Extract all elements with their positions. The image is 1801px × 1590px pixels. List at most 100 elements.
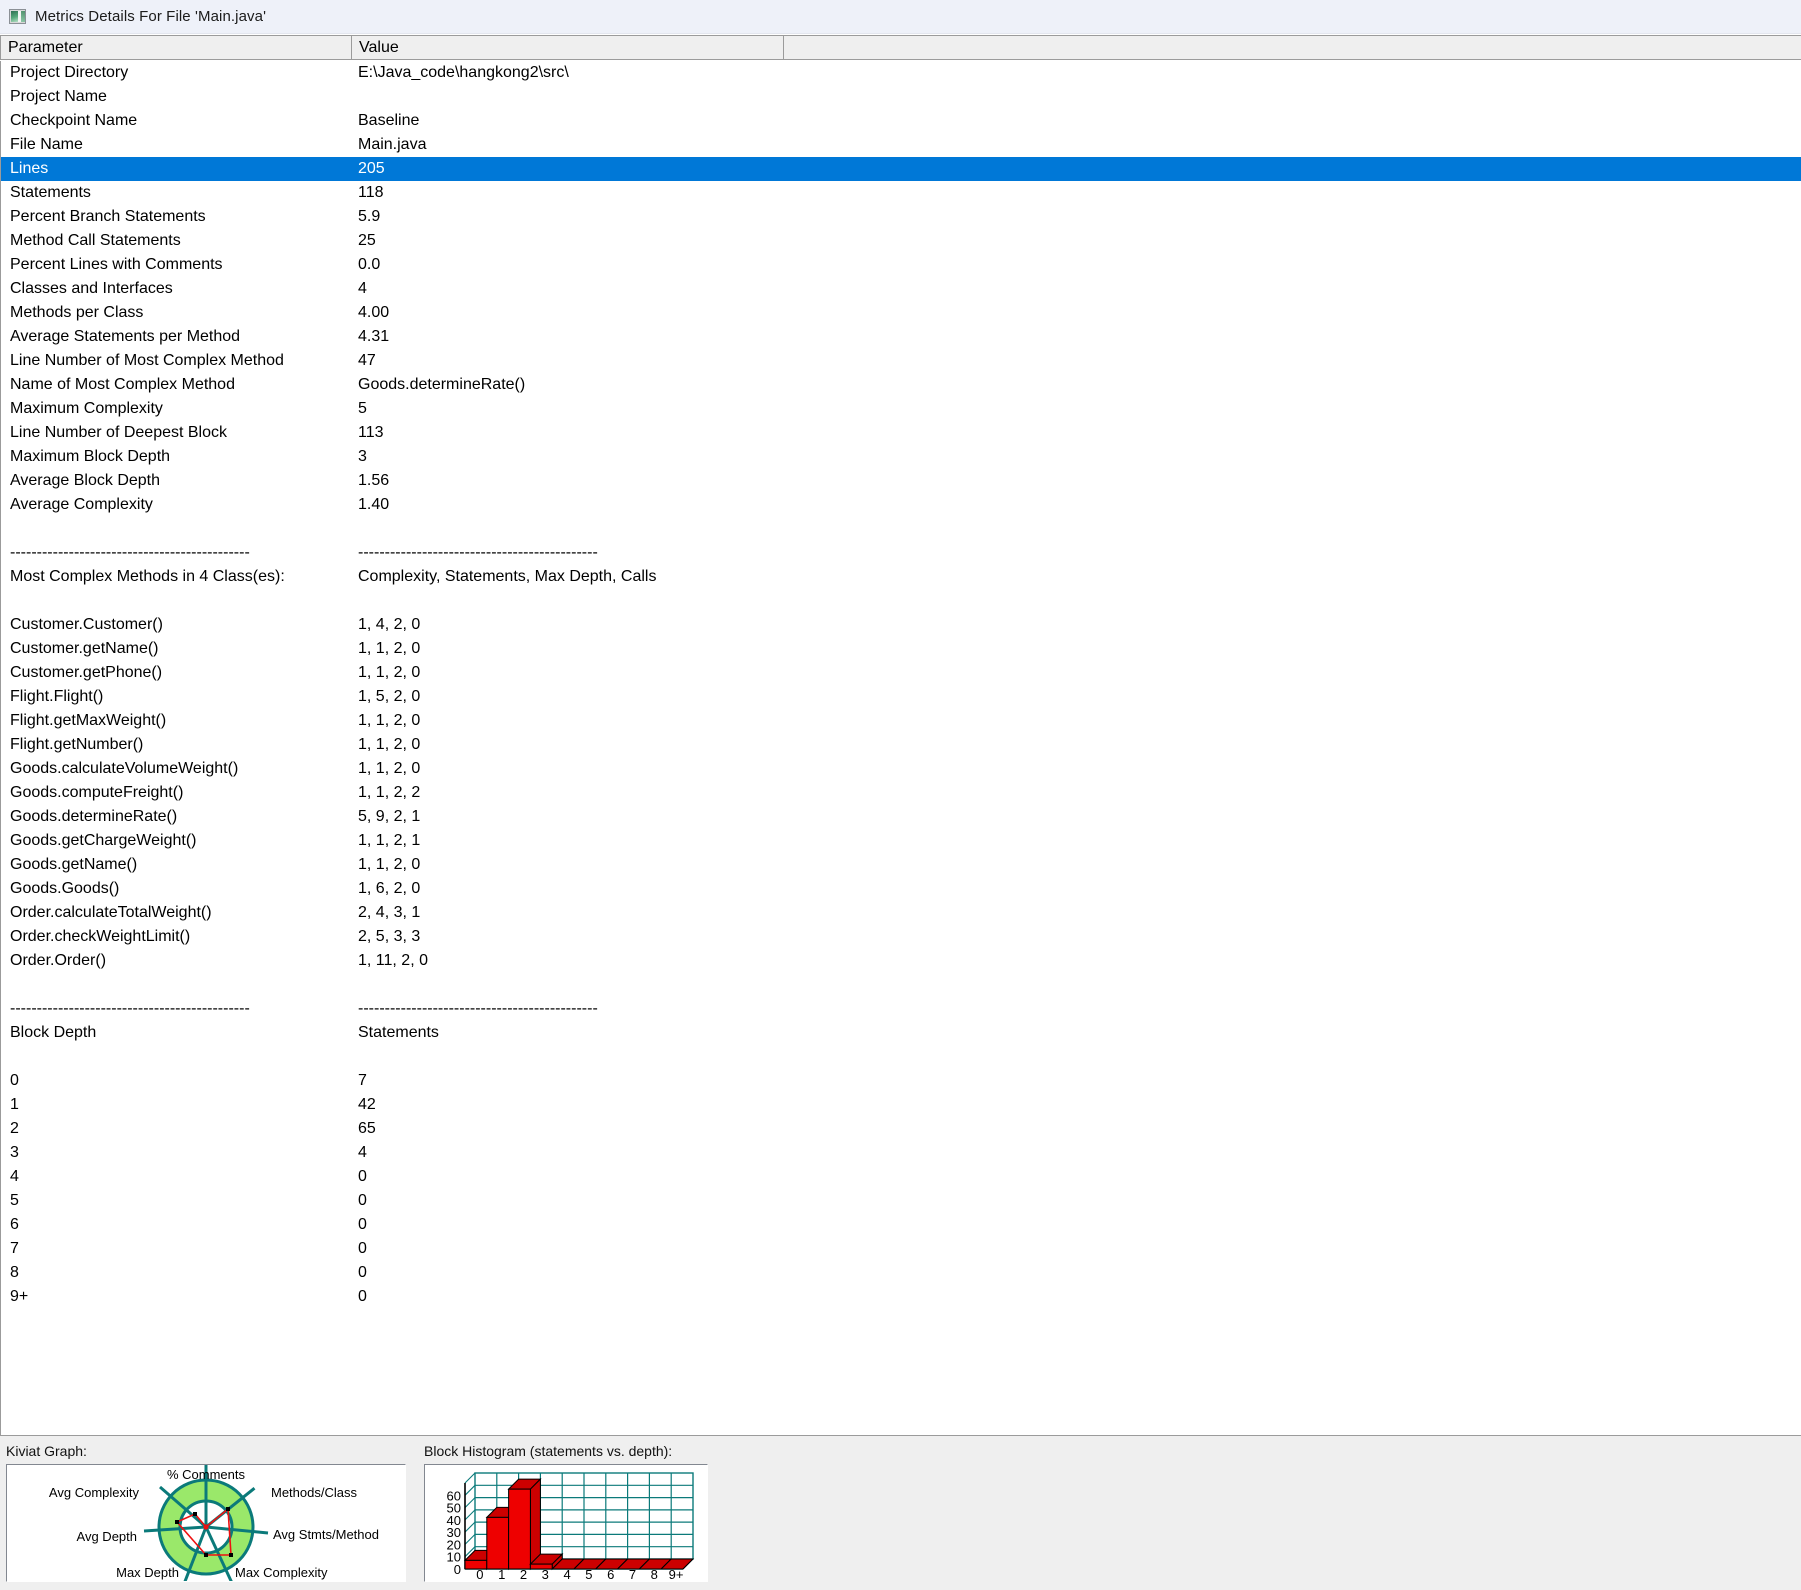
histogram-bar — [508, 1488, 531, 1570]
table-row[interactable]: Average Statements per Method 4.31 — [1, 325, 1801, 349]
row-parameter: Lines — [10, 160, 49, 177]
kiviat-axis-label-4: Max Depth — [116, 1565, 179, 1580]
histogram-y-tick: 50 — [447, 1501, 461, 1516]
table-row[interactable]: Goods.Goods() 1, 6, 2, 0 — [1, 877, 1801, 901]
table-row[interactable]: 2 65 — [1, 1117, 1801, 1141]
row-value: 25 — [358, 232, 376, 249]
table-row[interactable]: Order.Order() 1, 11, 2, 0 — [1, 949, 1801, 973]
table-row[interactable] — [1, 589, 1801, 613]
table-row[interactable]: Project Directory E:\Java_code\hangkong2\… — [1, 61, 1801, 85]
row-value: Statements — [358, 1024, 439, 1041]
table-row[interactable]: Order.checkWeightLimit() 2, 5, 3, 3 — [1, 925, 1801, 949]
row-value: 1, 5, 2, 0 — [358, 688, 421, 705]
metrics-list[interactable]: Parameter Value Project Directory E:\Java… — [0, 35, 1801, 1435]
row-parameter: Methods per Class — [10, 304, 144, 321]
column-header-parameter[interactable]: Parameter — [0, 36, 352, 59]
row-value: Baseline — [358, 112, 420, 129]
row-parameter: Customer.Customer() — [10, 616, 163, 633]
table-row[interactable]: Average Block Depth 1.56 — [1, 469, 1801, 493]
table-row[interactable]: Maximum Complexity 5 — [1, 397, 1801, 421]
table-row[interactable]: 9+ 0 — [1, 1285, 1801, 1309]
row-value: 1, 1, 2, 0 — [358, 856, 421, 873]
table-row[interactable]: Average Complexity 1.40 — [1, 493, 1801, 517]
table-row[interactable]: Lines 205 — [1, 157, 1801, 181]
row-parameter: 1 — [10, 1096, 19, 1113]
histogram-x-tick: 9+ — [669, 1567, 684, 1581]
row-value: ----------------------------------------… — [358, 1000, 598, 1017]
table-row[interactable]: ----------------------------------------… — [1, 997, 1801, 1021]
table-row[interactable]: Line Number of Most Complex Method 47 — [1, 349, 1801, 373]
table-row[interactable]: Goods.determineRate() 5, 9, 2, 1 — [1, 805, 1801, 829]
table-row[interactable]: Project Name — [1, 85, 1801, 109]
table-row[interactable]: Flight.Flight() 1, 5, 2, 0 — [1, 685, 1801, 709]
table-row[interactable]: Classes and Interfaces 4 — [1, 277, 1801, 301]
kiviat-graph-label: Kiviat Graph: — [6, 1443, 87, 1459]
row-parameter: 0 — [10, 1072, 19, 1089]
table-row[interactable]: Customer.Customer() 1, 4, 2, 0 — [1, 613, 1801, 637]
table-row[interactable]: Customer.getPhone() 1, 1, 2, 0 — [1, 661, 1801, 685]
row-parameter: ----------------------------------------… — [10, 1000, 250, 1017]
table-row[interactable]: Checkpoint Name Baseline — [1, 109, 1801, 133]
table-row[interactable]: Flight.getNumber() 1, 1, 2, 0 — [1, 733, 1801, 757]
histogram-y-tick: 20 — [447, 1537, 461, 1552]
graphs-panel: Kiviat Graph: Block Histogram (statement… — [0, 1435, 1801, 1590]
table-row[interactable]: Maximum Block Depth 3 — [1, 445, 1801, 469]
column-header-extra[interactable] — [784, 36, 1801, 59]
row-value: 0 — [358, 1216, 367, 1233]
row-parameter: Most Complex Methods in 4 Class(es): — [10, 568, 285, 585]
table-row[interactable]: Name of Most Complex Method Goods.determi… — [1, 373, 1801, 397]
table-row[interactable]: Goods.computeFreight() 1, 1, 2, 2 — [1, 781, 1801, 805]
row-parameter: 6 — [10, 1216, 19, 1233]
kiviat-graph-box[interactable]: % Comments Methods/Class Avg Stmts/Metho… — [6, 1464, 406, 1582]
table-row[interactable]: Goods.calculateVolumeWeight() 1, 1, 2, 0 — [1, 757, 1801, 781]
table-row[interactable]: Percent Lines with Comments 0.0 — [1, 253, 1801, 277]
row-parameter: Method Call Statements — [10, 232, 181, 249]
row-parameter: File Name — [10, 136, 83, 153]
table-row[interactable]: Flight.getMaxWeight() 1, 1, 2, 0 — [1, 709, 1801, 733]
row-parameter: Flight.getMaxWeight() — [10, 712, 167, 729]
table-row[interactable]: ----------------------------------------… — [1, 541, 1801, 565]
row-parameter: Customer.getPhone() — [10, 664, 163, 681]
row-parameter: Maximum Complexity — [10, 400, 163, 417]
row-value: 1, 1, 2, 0 — [358, 640, 421, 657]
table-row[interactable]: Methods per Class 4.00 — [1, 301, 1801, 325]
row-parameter: Flight.Flight() — [10, 688, 104, 705]
table-row[interactable]: File Name Main.java — [1, 133, 1801, 157]
table-row[interactable] — [1, 973, 1801, 997]
table-row[interactable]: Customer.getName() 1, 1, 2, 0 — [1, 637, 1801, 661]
table-row[interactable]: Goods.getName() 1, 1, 2, 0 — [1, 853, 1801, 877]
window-title: Metrics Details For File 'Main.java' — [35, 8, 267, 25]
histogram-y-tick: 40 — [447, 1513, 461, 1528]
row-value: 1.56 — [358, 472, 390, 489]
block-histogram-label: Block Histogram (statements vs. depth): — [424, 1443, 673, 1459]
row-value: 7 — [358, 1072, 367, 1089]
histogram-x-tick: 4 — [563, 1567, 570, 1581]
table-row[interactable]: Block Depth Statements — [1, 1021, 1801, 1045]
histogram-x-tick: 6 — [607, 1567, 614, 1581]
table-row[interactable]: Statements 118 — [1, 181, 1801, 205]
row-parameter: Goods.calculateVolumeWeight() — [10, 760, 239, 777]
row-parameter: Percent Lines with Comments — [10, 256, 223, 273]
table-row[interactable]: Most Complex Methods in 4 Class(es): Comp… — [1, 565, 1801, 589]
table-row[interactable] — [1, 517, 1801, 541]
row-parameter: Line Number of Most Complex Method — [10, 352, 284, 369]
table-row[interactable] — [1, 1045, 1801, 1069]
table-row[interactable]: Goods.getChargeWeight() 1, 1, 2, 1 — [1, 829, 1801, 853]
table-row[interactable]: Percent Branch Statements 5.9 — [1, 205, 1801, 229]
table-row[interactable]: Line Number of Deepest Block 113 — [1, 421, 1801, 445]
row-parameter: 2 — [10, 1120, 19, 1137]
table-row[interactable]: 1 42 — [1, 1093, 1801, 1117]
block-histogram-box[interactable]: 0 10 20 30 40 50 60 0 1 2 3 4 5 6 7 8 9+ — [424, 1464, 708, 1582]
table-row[interactable]: Method Call Statements 25 — [1, 229, 1801, 253]
column-header-value[interactable]: Value — [352, 36, 784, 59]
table-row[interactable]: Order.calculateTotalWeight() 2, 4, 3, 1 — [1, 901, 1801, 925]
row-value: 1, 1, 2, 1 — [358, 832, 421, 849]
